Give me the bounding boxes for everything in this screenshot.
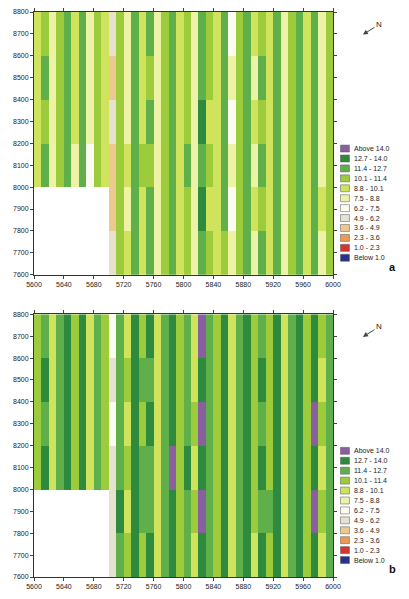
svg-text:Above 14.0: Above 14.0: [354, 447, 390, 454]
svg-text:7800: 7800: [13, 227, 29, 234]
svg-text:8200: 8200: [13, 140, 29, 147]
svg-text:5680: 5680: [86, 583, 102, 590]
svg-text:8400: 8400: [13, 96, 29, 103]
svg-text:5920: 5920: [265, 281, 281, 288]
svg-text:5640: 5640: [56, 281, 72, 288]
svg-text:6.2 - 7.5: 6.2 - 7.5: [354, 507, 380, 514]
svg-text:8600: 8600: [13, 355, 29, 362]
svg-text:5680: 5680: [86, 281, 102, 288]
svg-text:12.7 - 14.0: 12.7 - 14.0: [354, 457, 388, 464]
svg-text:N: N: [376, 20, 382, 29]
svg-text:4.9 - 6.2: 4.9 - 6.2: [354, 215, 380, 222]
svg-text:5960: 5960: [295, 583, 311, 590]
svg-text:8300: 8300: [13, 118, 29, 125]
svg-text:5880: 5880: [236, 281, 252, 288]
svg-text:11.4 - 12.7: 11.4 - 12.7: [354, 165, 387, 172]
svg-text:5760: 5760: [146, 281, 162, 288]
svg-text:3.6 - 4.9: 3.6 - 4.9: [354, 527, 380, 534]
svg-text:7600: 7600: [13, 573, 29, 580]
svg-text:7900: 7900: [13, 205, 29, 212]
svg-text:1.0 - 2.3: 1.0 - 2.3: [354, 244, 380, 251]
svg-text:7.5 - 8.8: 7.5 - 8.8: [354, 195, 380, 202]
svg-text:a: a: [389, 261, 396, 273]
svg-text:8800: 8800: [13, 311, 29, 318]
svg-text:Above 14.0: Above 14.0: [354, 145, 390, 152]
svg-text:b: b: [389, 563, 396, 575]
svg-text:5840: 5840: [206, 281, 222, 288]
svg-text:8.8 - 10.1: 8.8 - 10.1: [354, 487, 384, 494]
svg-text:Below 1.0: Below 1.0: [354, 254, 385, 261]
svg-text:6000: 6000: [325, 281, 341, 288]
svg-text:8.8 - 10.1: 8.8 - 10.1: [354, 185, 384, 192]
svg-text:5800: 5800: [176, 281, 192, 288]
svg-text:8600: 8600: [13, 52, 29, 59]
svg-text:8100: 8100: [13, 162, 29, 169]
svg-text:4.9 - 6.2: 4.9 - 6.2: [354, 517, 380, 524]
svg-text:8500: 8500: [13, 74, 29, 81]
svg-text:8100: 8100: [13, 464, 29, 471]
svg-text:5600: 5600: [26, 583, 42, 590]
svg-text:3.6 - 4.9: 3.6 - 4.9: [354, 224, 380, 231]
svg-text:8500: 8500: [13, 376, 29, 383]
svg-text:2.3 - 3.6: 2.3 - 3.6: [354, 234, 380, 241]
svg-text:10.1 - 11.4: 10.1 - 11.4: [354, 477, 387, 484]
svg-text:2.3 - 3.6: 2.3 - 3.6: [354, 537, 380, 544]
svg-text:8200: 8200: [13, 442, 29, 449]
svg-text:8700: 8700: [13, 30, 29, 37]
svg-text:N: N: [376, 322, 382, 331]
svg-text:10.1 - 11.4: 10.1 - 11.4: [354, 175, 387, 182]
svg-text:6000: 6000: [325, 583, 341, 590]
svg-text:8300: 8300: [13, 420, 29, 427]
svg-text:5720: 5720: [116, 281, 132, 288]
svg-text:5800: 5800: [176, 583, 192, 590]
svg-text:11.4 - 12.7: 11.4 - 12.7: [354, 467, 387, 474]
svg-text:8800: 8800: [13, 8, 29, 15]
svg-text:5960: 5960: [295, 281, 311, 288]
svg-text:7900: 7900: [13, 508, 29, 515]
svg-text:7800: 7800: [13, 530, 29, 537]
svg-text:7700: 7700: [13, 552, 29, 559]
svg-text:8400: 8400: [13, 398, 29, 405]
svg-text:7700: 7700: [13, 249, 29, 256]
svg-text:5640: 5640: [56, 583, 72, 590]
svg-text:7.5 - 8.8: 7.5 - 8.8: [354, 497, 380, 504]
svg-text:5840: 5840: [206, 583, 222, 590]
svg-text:12.7 - 14.0: 12.7 - 14.0: [354, 155, 388, 162]
svg-text:8000: 8000: [13, 486, 29, 493]
svg-text:5880: 5880: [236, 583, 252, 590]
svg-text:7600: 7600: [13, 271, 29, 278]
svg-text:8000: 8000: [13, 184, 29, 191]
svg-text:8700: 8700: [13, 333, 29, 340]
svg-text:5760: 5760: [146, 583, 162, 590]
svg-text:Below 1.0: Below 1.0: [354, 557, 385, 564]
svg-text:6.2 - 7.5: 6.2 - 7.5: [354, 205, 380, 212]
svg-text:5600: 5600: [26, 281, 42, 288]
svg-text:1.0 - 2.3: 1.0 - 2.3: [354, 547, 380, 554]
svg-text:5920: 5920: [265, 583, 281, 590]
svg-text:5720: 5720: [116, 583, 132, 590]
